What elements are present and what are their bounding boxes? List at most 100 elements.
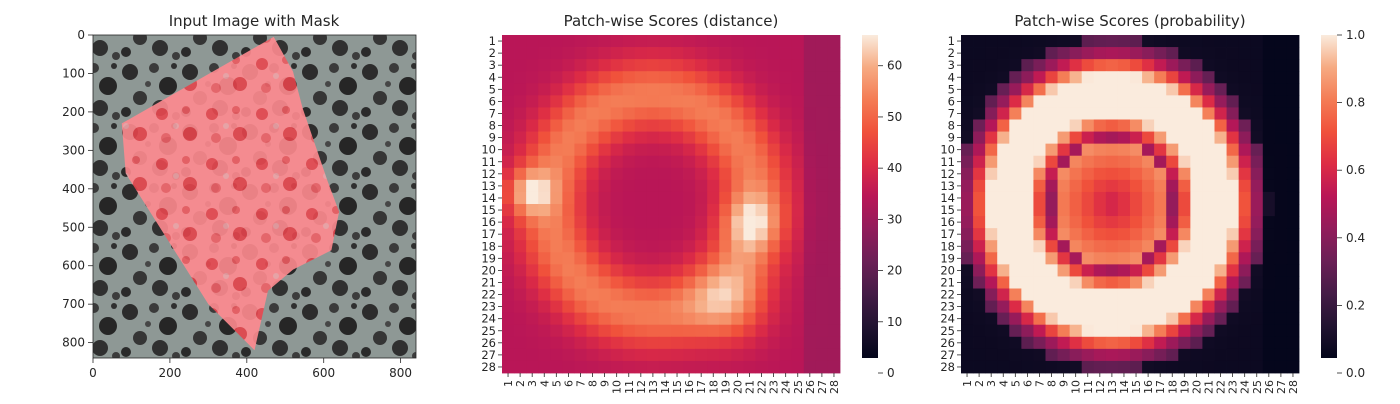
heatmap-cell <box>719 35 732 48</box>
heatmap-cell <box>671 360 684 374</box>
heatmap-cell <box>707 252 720 265</box>
heatmap-cell <box>598 107 612 120</box>
heatmap-cell <box>502 191 515 205</box>
heatmap-cell <box>683 35 696 48</box>
heatmap-cell <box>1045 107 1058 120</box>
heatmap-cell <box>815 35 829 48</box>
heatmap-cell <box>646 312 660 326</box>
heatmap-cell <box>755 336 768 350</box>
heatmap-cell <box>1045 83 1058 96</box>
heatmap-cell <box>1117 336 1131 350</box>
heatmap-cell <box>683 191 696 205</box>
heatmap-cell <box>526 71 539 84</box>
heatmap-cell <box>791 107 805 120</box>
heatmap-cell <box>598 276 612 289</box>
distance-colorbar <box>862 35 878 358</box>
heatmap-cell <box>1274 131 1288 145</box>
heatmap-cell <box>1166 360 1179 374</box>
heatmap-cell <box>1021 324 1034 338</box>
heatmap-cell <box>610 155 624 169</box>
heatmap-cell <box>502 155 515 169</box>
heatmap-cell <box>731 264 744 277</box>
heatmap-cell <box>803 204 817 217</box>
heatmap-cell <box>1238 228 1252 241</box>
heatmap-cell <box>791 35 805 48</box>
heatmap-cell <box>1130 228 1143 241</box>
heatmap-cell <box>1274 216 1288 229</box>
heatmap-cell <box>1142 35 1155 48</box>
heatmap-cell <box>1142 131 1155 145</box>
heatmap-cell <box>1009 240 1022 253</box>
heatmap-cell <box>586 35 599 48</box>
heatmap-cell <box>985 252 998 265</box>
heatmap-y-tick-label: 15 <box>481 203 496 217</box>
heatmap-x-tick-label: 26 <box>804 380 817 394</box>
heatmap-cell <box>1130 167 1143 181</box>
heatmap-cell <box>1142 216 1155 229</box>
heatmap-cell <box>815 204 829 217</box>
heatmap-cell <box>1069 59 1083 72</box>
heatmap-cell <box>622 35 636 48</box>
heatmap-cell <box>1069 167 1083 181</box>
heatmap-cell <box>1178 324 1191 338</box>
heatmap-cell <box>502 312 515 326</box>
heatmap-cell <box>1166 35 1179 48</box>
heatmap-cell <box>1033 47 1046 60</box>
heatmap-cell <box>1286 59 1300 72</box>
heatmap-cell <box>598 71 612 84</box>
heatmap-cell <box>1105 191 1119 205</box>
heatmap-cell <box>803 252 817 265</box>
heatmap-cell <box>1069 252 1083 265</box>
heatmap-cell <box>646 119 660 132</box>
heatmap-cell <box>1130 155 1143 169</box>
heatmap-cell <box>743 252 756 265</box>
heatmap-cell <box>1093 264 1107 277</box>
heatmap-cell <box>1274 59 1288 72</box>
heatmap-y-tick-label: 22 <box>940 288 955 302</box>
heatmap-cell <box>791 83 805 96</box>
heatmap-cell <box>562 59 575 72</box>
heatmap-cell <box>767 228 781 241</box>
heatmap-cell <box>755 240 768 253</box>
heatmap-cell <box>767 95 781 108</box>
heatmap-cell <box>502 83 515 96</box>
heatmap-cell <box>731 240 744 253</box>
heatmap-cell <box>1202 35 1215 48</box>
heatmap-cell <box>1105 179 1119 193</box>
heatmap-cell <box>1286 143 1300 157</box>
heatmap-cell <box>1130 264 1143 277</box>
heatmap-cell <box>658 131 672 145</box>
heatmap-cell <box>719 312 732 326</box>
heatmap-cell <box>574 131 587 145</box>
heatmap-cell <box>502 131 515 145</box>
heatmap-cell <box>1154 324 1167 338</box>
heatmap-cell <box>550 324 563 338</box>
heatmap-cell <box>1142 119 1155 132</box>
heatmap-cell <box>791 324 805 338</box>
heatmap-cell <box>827 288 841 301</box>
heatmap-cell <box>731 336 744 350</box>
heatmap-cell <box>502 264 515 277</box>
heatmap-cell <box>550 107 563 120</box>
heatmap-cell <box>683 264 696 277</box>
heatmap-cell <box>683 228 696 241</box>
heatmap-cell <box>1057 83 1071 96</box>
heatmap-cell <box>1105 155 1119 169</box>
heatmap-cell <box>550 312 563 326</box>
heatmap-cell <box>707 107 720 120</box>
heatmap-cell <box>779 35 793 48</box>
heatmap-cell <box>1154 204 1167 217</box>
heatmap-cell <box>985 312 998 326</box>
heatmap-cell <box>1081 288 1095 301</box>
image-x-tick-label: 800 <box>389 366 412 380</box>
heatmap-cell <box>622 228 636 241</box>
heatmap-cell <box>1033 288 1046 301</box>
heatmap-cell <box>1057 143 1071 157</box>
heatmap-cell <box>1009 324 1022 338</box>
heatmap-cell <box>1130 143 1143 157</box>
heatmap-cell <box>997 131 1010 145</box>
heatmap-y-tick-label: 6 <box>489 94 496 108</box>
heatmap-cell <box>1081 240 1095 253</box>
heatmap-cell <box>803 216 817 229</box>
heatmap-cell <box>1154 264 1167 277</box>
